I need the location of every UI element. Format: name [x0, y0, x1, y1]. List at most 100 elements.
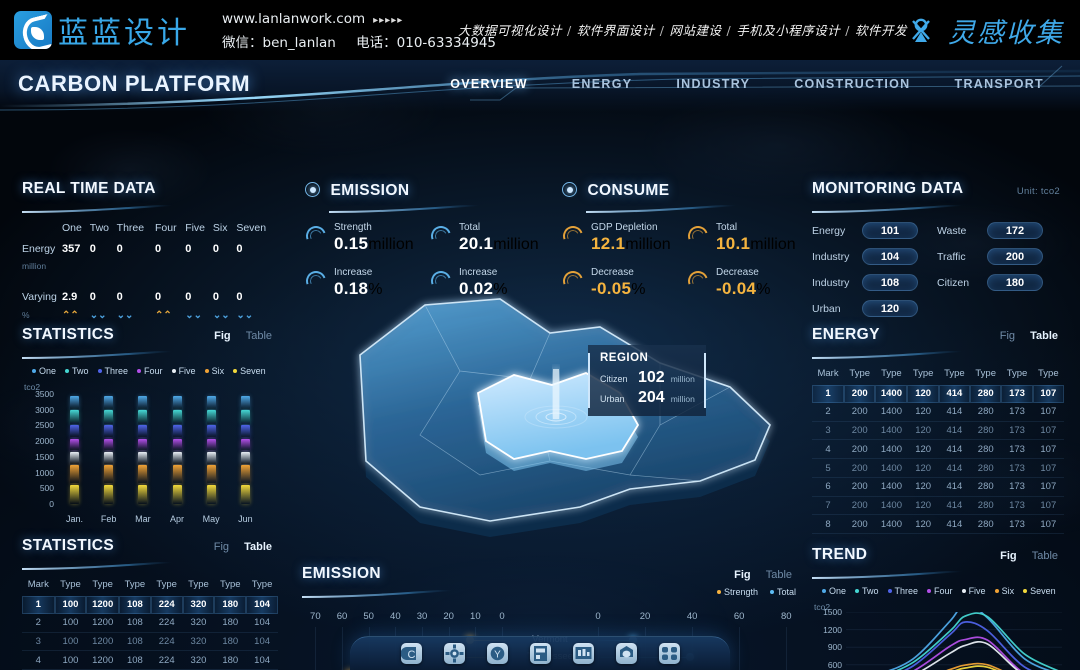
bar-column[interactable] — [206, 394, 216, 504]
table-cell: 173 — [1001, 421, 1033, 441]
table-cell: 180 — [214, 596, 247, 614]
bar-column[interactable] — [240, 394, 250, 504]
monitoring-unit-label: Unit: tco2 — [1016, 186, 1060, 197]
tab-energy[interactable]: ENERGY — [571, 77, 633, 91]
cloud-icon[interactable] — [615, 643, 637, 664]
tooltip-row-citizen: Citizen 102 million — [600, 369, 696, 387]
server-icon[interactable] — [529, 643, 551, 664]
legend-item-six[interactable]: Six — [994, 586, 1014, 596]
promo-service-2: 网站建设 — [669, 23, 722, 38]
target-icon[interactable]: Y — [486, 643, 508, 664]
toggle-table[interactable]: Table — [244, 541, 272, 553]
panel-title: STATISTICS — [22, 537, 115, 554]
table-row[interactable]: 8 200 1400 120 414 280 173 107 — [812, 514, 1064, 535]
col-six: Six — [212, 222, 228, 234]
table-row[interactable]: 2 200 1400 120 414 280 173 107 — [812, 402, 1064, 422]
table-row-energy-unit: million — [22, 258, 278, 274]
y-tick: 900 — [827, 642, 842, 653]
legend-item-three[interactable]: Three — [97, 366, 128, 376]
energy-data-table[interactable]: Mark Type Type Type Type Type Type Type 1 200 1400… — [812, 364, 1064, 535]
right-axis-tick: 40 — [686, 611, 698, 622]
panel-header: EMISSION — [305, 180, 555, 213]
legend-item-five[interactable]: Five — [171, 366, 196, 376]
legend-item-two[interactable]: Two — [65, 366, 89, 376]
settings-gear-icon[interactable] — [443, 643, 465, 664]
table-row[interactable]: 3 100 1200 108 224 320 180 104 — [22, 632, 278, 652]
toggle-fig[interactable]: Fig — [734, 569, 751, 581]
cell: 0 — [89, 291, 96, 303]
column-header: Type — [92, 579, 113, 590]
toggle-fig[interactable]: Fig — [213, 541, 230, 553]
row-label: Energy — [22, 243, 56, 255]
toggle-fig[interactable]: Fig — [1000, 550, 1017, 562]
panel-title: MONITORING DATA — [812, 180, 964, 197]
header-swoosh-decoration — [0, 60, 1080, 118]
grid-apps-icon[interactable] — [658, 643, 680, 664]
panel-title: STATISTICS — [22, 326, 115, 343]
table-row[interactable]: 4 100 1200 108 224 320 180 104 — [22, 650, 278, 670]
legend-item-five[interactable]: Five — [961, 586, 986, 596]
toggle-table[interactable]: Table — [1030, 330, 1058, 342]
column-header: Type — [849, 368, 871, 379]
cell: 0 — [236, 243, 243, 255]
table-cell: 1400 — [875, 458, 908, 478]
tab-overview[interactable]: OVERVIEW — [450, 77, 528, 91]
panel-title: EMISSION — [330, 182, 410, 199]
tab-transport[interactable]: TRANSPORT — [954, 77, 1044, 91]
table-row[interactable]: 6 200 1400 120 414 280 173 107 — [812, 477, 1064, 497]
bar-column[interactable] — [70, 394, 79, 504]
cell: 2.9 — [62, 291, 78, 303]
table-cell: 120 — [907, 477, 939, 497]
title-underline — [21, 348, 173, 359]
tab-industry[interactable]: INDUSTRY — [676, 77, 751, 91]
column-header: Type — [944, 368, 965, 379]
bar-column[interactable] — [138, 394, 148, 504]
table-row[interactable]: 3 200 1400 120 414 280 173 107 — [812, 421, 1064, 441]
toggle-table[interactable]: Table — [245, 330, 272, 342]
legend-item-four[interactable]: Four — [137, 366, 163, 376]
legend-item-seven[interactable]: Seven — [1023, 586, 1056, 596]
toggle-fig[interactable]: Fig — [999, 330, 1016, 342]
tooltip-value: 204 — [638, 389, 665, 406]
left-axis-tick: 30 — [416, 611, 428, 622]
monitor-value: 172 — [987, 222, 1043, 239]
legend-item-four[interactable]: Four — [927, 586, 953, 596]
lanlan-logo: 蓝蓝设计 — [14, 8, 190, 52]
left-axis-tick: 40 — [390, 611, 401, 622]
table-row[interactable]: 1 100 1200 108 224 320 180 104 — [22, 596, 278, 614]
table-row[interactable]: 1 200 1400 120 414 280 173 107 — [812, 385, 1064, 403]
bar-segment-two — [172, 410, 182, 424]
statistics-data-table[interactable]: Mark Type Type Type Type Type Type Type 1 100 1200… — [22, 575, 278, 670]
legend-item-six[interactable]: Six — [204, 366, 224, 376]
table-row[interactable]: 5 200 1400 120 414 280 173 107 — [812, 458, 1064, 478]
title-underline — [585, 202, 737, 213]
table-cell: 280 — [970, 514, 1002, 535]
bar-column[interactable] — [104, 394, 114, 504]
compass-icon[interactable]: C — [400, 643, 422, 664]
region-map[interactable]: REGION Citizen 102 million Urban 204 mil… — [300, 275, 810, 565]
chart-board-icon[interactable] — [572, 643, 594, 664]
toggle-table[interactable]: Table — [765, 569, 792, 581]
legend-item-two[interactable]: Two — [855, 586, 879, 596]
legend-item-seven[interactable]: Seven — [233, 366, 266, 376]
bar-segment-two — [206, 410, 216, 424]
legend-item-three[interactable]: Three — [887, 586, 918, 596]
tab-construction[interactable]: CONSTRUCTION — [794, 77, 911, 91]
table-row[interactable]: 4 200 1400 120 414 280 173 107 — [812, 439, 1064, 460]
toggle-fig[interactable]: Fig — [214, 330, 231, 342]
monitor-row-waste: Waste 172 — [937, 222, 1062, 239]
table-cell: 1400 — [875, 477, 908, 497]
panel-title: TREND — [812, 546, 868, 563]
table-row[interactable]: 2 100 1200 108 224 320 180 104 — [22, 613, 278, 633]
bar-segment-three — [240, 425, 250, 438]
toggle-table[interactable]: Table — [1031, 550, 1058, 562]
bar-column[interactable] — [172, 394, 182, 504]
monitoring-grid: Energy 101 Waste 172 Industry 104 Traffi… — [812, 222, 1062, 326]
column-header: Type — [60, 579, 81, 590]
legend-item-one[interactable]: One — [32, 366, 56, 376]
legend-item-one[interactable]: One — [822, 586, 846, 596]
table-row[interactable]: 7 200 1400 120 414 280 173 107 — [812, 496, 1064, 516]
panel-header: TREND Fig Table — [811, 546, 1064, 579]
bar-segment-three — [138, 425, 148, 438]
table-cell: 120 — [907, 385, 939, 403]
